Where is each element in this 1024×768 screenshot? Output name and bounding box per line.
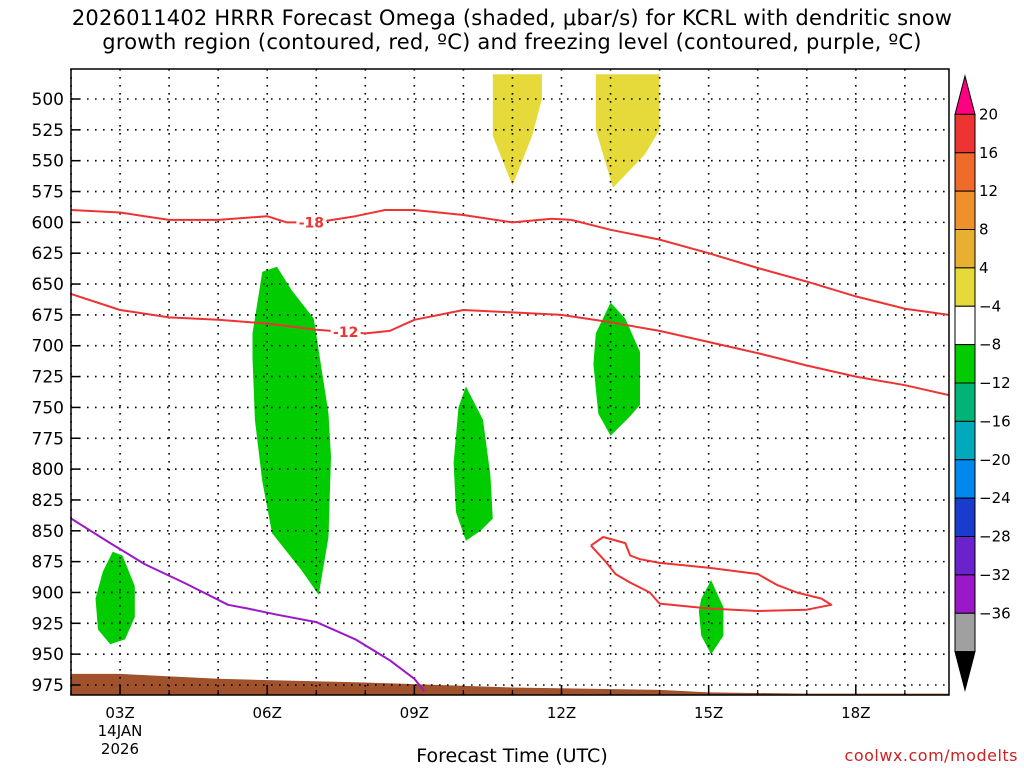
colorbar-segment xyxy=(954,344,976,384)
x-tick-label: 09Z xyxy=(400,704,429,722)
y-tick-label: 500 xyxy=(32,90,64,110)
x-tick-label: 12Z xyxy=(547,704,576,722)
y-tick-label: 700 xyxy=(32,337,64,357)
contour-layer xyxy=(71,209,949,692)
colorbar: 20 16 12 8 4 −4 −8 −12 −16 −20 −24 −28 −32 −36 xyxy=(954,74,1011,692)
colorbar-segment xyxy=(954,305,976,346)
y-tick-label: 900 xyxy=(32,583,64,603)
colorbar-segment xyxy=(954,190,976,230)
y-tick-label: 825 xyxy=(32,491,64,511)
colorbar-label: 16 xyxy=(979,144,998,162)
colorbar-label: −16 xyxy=(979,412,1011,430)
colorbar-label: 4 xyxy=(979,259,989,277)
x-tick-label: 06Z xyxy=(253,704,282,722)
y-tick-label: 975 xyxy=(32,676,64,696)
omega-negative-region xyxy=(593,302,640,436)
colorbar-label: −8 xyxy=(979,336,1001,354)
contour-label-background xyxy=(330,323,361,340)
colorbar-segment xyxy=(954,574,976,614)
colorbar-bottom-arrow xyxy=(954,651,976,692)
colorbar-segment xyxy=(954,267,976,307)
omega-negative-region xyxy=(252,266,331,595)
colorbar-label: −20 xyxy=(979,451,1011,469)
colorbar-label: −28 xyxy=(979,528,1011,546)
colorbar-segment xyxy=(954,382,976,422)
contour-label: -18 xyxy=(299,215,324,231)
y-tick-label: 925 xyxy=(32,614,64,634)
chart-title-line-1: 2026011402 HRRR Forecast Omega (shaded, … xyxy=(71,6,953,30)
y-tick-label: 850 xyxy=(32,522,64,542)
colorbar-segment xyxy=(954,459,976,499)
colorbar-segment xyxy=(954,152,976,192)
x-tick-label: 18Z xyxy=(841,704,870,722)
colorbar-label: −36 xyxy=(979,604,1011,622)
colorbar-label: 8 xyxy=(979,221,989,239)
colorbar-label: 20 xyxy=(979,105,998,123)
colorbar-label: 12 xyxy=(979,182,998,200)
y-tick-label: 625 xyxy=(32,244,64,264)
chart-title-line-2: growth region (contoured, red, ºC) and f… xyxy=(102,30,922,54)
contour-label: -12 xyxy=(333,325,358,341)
y-tick-label: 675 xyxy=(32,306,64,326)
dgz-contour-minus12 xyxy=(71,292,949,397)
y-tick-label: 525 xyxy=(32,121,64,141)
omega-negative-region xyxy=(95,551,135,645)
omega-negative-region xyxy=(698,580,724,655)
freezing-level-line xyxy=(71,517,425,692)
colorbar-label: −24 xyxy=(979,489,1011,507)
dgz-contour-minus18 xyxy=(71,209,949,316)
y-tick-label: 600 xyxy=(32,213,64,233)
plot-frame xyxy=(70,68,950,696)
colorbar-segment xyxy=(954,497,976,537)
chart-title: 2026011402 HRRR Forecast Omega (shaded, … xyxy=(0,6,1024,54)
credit-text: coolwx.com/modelts xyxy=(844,746,1018,765)
y-tick-label: 875 xyxy=(32,553,64,573)
date-day-label: 14JAN xyxy=(98,722,143,740)
y-tick-label: 650 xyxy=(32,275,64,295)
omega-positive-region xyxy=(492,74,542,186)
colorbar-label: −32 xyxy=(979,566,1011,584)
y-tick-label: 575 xyxy=(32,183,64,203)
terrain-surface xyxy=(71,673,949,695)
x-tick-label: 03Z xyxy=(105,704,134,722)
x-axis-title: Forecast Time (UTC) xyxy=(416,745,608,767)
y-tick-label: 750 xyxy=(32,398,64,418)
colorbar-segment xyxy=(954,229,976,269)
colorbar-label: −12 xyxy=(979,374,1011,392)
colorbar-top-arrow xyxy=(954,74,976,115)
date-year-label: 2026 xyxy=(101,740,139,758)
colorbar-segment xyxy=(954,612,976,653)
contour-label-layer: -18 -12 xyxy=(296,214,361,341)
dgz-contour-closed xyxy=(590,536,833,612)
axis-layer: 500 525 550 575 600 625 650 675 700 725 750 775 800 8… xyxy=(32,90,906,722)
y-tick-label: 800 xyxy=(32,460,64,480)
colorbar-segment xyxy=(954,536,976,576)
y-tick-label: 950 xyxy=(32,645,64,665)
x-tick-label: 15Z xyxy=(694,704,723,722)
shaded-layer xyxy=(71,74,949,695)
grid-layer xyxy=(70,69,949,695)
y-tick-label: 775 xyxy=(32,429,64,449)
y-tick-label: 550 xyxy=(32,152,64,172)
colorbar-segment xyxy=(954,420,976,461)
y-tick-label: 725 xyxy=(32,368,64,388)
omega-negative-region xyxy=(453,386,493,541)
omega-positive-region xyxy=(595,74,660,188)
colorbar-label: −4 xyxy=(979,297,1001,315)
colorbar-segment xyxy=(954,113,976,154)
contour-label-background xyxy=(296,214,327,231)
